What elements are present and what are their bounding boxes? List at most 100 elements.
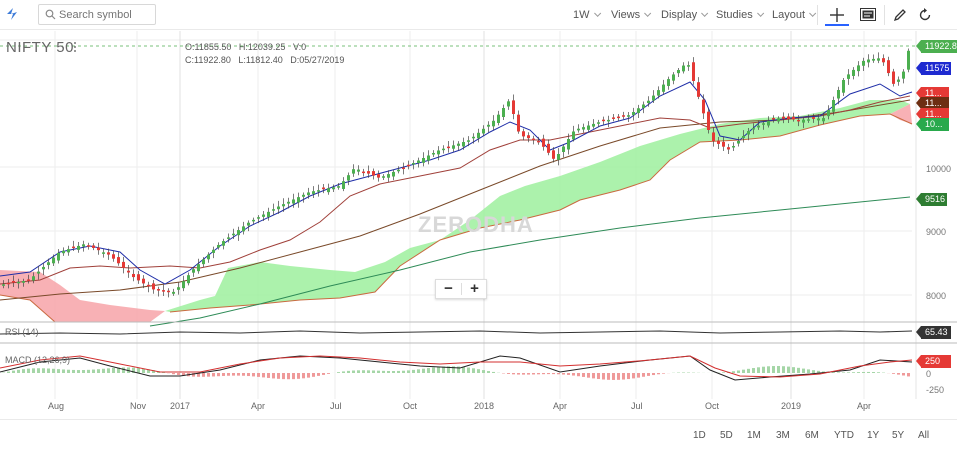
range-6m-button[interactable]: 6M (805, 430, 819, 441)
candle-body (822, 118, 825, 122)
macd-bar (592, 373, 595, 379)
crosshair-button[interactable] (825, 4, 849, 26)
macd-bar (857, 372, 860, 373)
range-1y-button[interactable]: 1Y (867, 430, 880, 441)
ohlc-date: D:05/27/2019 (290, 55, 345, 65)
ichimoku-cloud (0, 100, 913, 323)
range-5y-button[interactable]: 5Y (892, 430, 905, 441)
search-input[interactable] (59, 7, 153, 22)
macd-bar (722, 372, 725, 373)
candle-body (437, 150, 440, 155)
display-menu[interactable]: Display (661, 9, 709, 21)
macd-bar (412, 369, 415, 373)
range-5d-button[interactable]: 5D (720, 430, 733, 441)
candle-body (222, 241, 225, 246)
macd-bar (297, 373, 300, 379)
macd-bar (812, 370, 815, 373)
range-3m-button[interactable]: 3M (776, 430, 790, 441)
macd-bar (437, 366, 440, 373)
candle-body (847, 74, 850, 79)
macd-bar (392, 371, 395, 373)
rsi-panel (0, 321, 957, 344)
price-axis-label: 9000 (926, 227, 947, 237)
candle-body (217, 244, 220, 248)
candle-body (62, 250, 65, 254)
candle-body (227, 237, 230, 239)
candle-body (232, 233, 235, 236)
symbol-search[interactable] (38, 4, 156, 25)
candle-body (782, 116, 785, 119)
candle-body (242, 226, 245, 232)
candle-body (857, 65, 860, 72)
candle-body (132, 273, 135, 278)
range-ytd-button[interactable]: YTD (834, 430, 854, 441)
candle-body (582, 127, 585, 130)
macd-bar (892, 373, 895, 374)
macd-bar (282, 373, 285, 380)
x-axis-label: Jul (330, 401, 342, 411)
candle-body (817, 118, 820, 121)
toolbar-divider (884, 5, 885, 25)
zoom-out-button[interactable]: − (444, 280, 453, 297)
candle-body (352, 169, 355, 174)
macd-bar (657, 373, 660, 375)
x-axis-label: Aug (48, 401, 65, 411)
interval-dropdown[interactable]: 1W (573, 9, 601, 21)
macd-bar (817, 370, 820, 373)
candle-body (267, 211, 270, 217)
layout-menu[interactable]: Layout (772, 9, 817, 21)
x-axis-label: Apr (857, 401, 872, 411)
x-axis-label: Oct (705, 401, 720, 411)
x-axis-label: Apr (251, 401, 266, 411)
macd-bar (507, 373, 510, 374)
candle-body (832, 100, 835, 112)
macd-bar (142, 368, 145, 373)
macd-bar (52, 368, 55, 373)
macd-bar (62, 369, 65, 373)
candle-body (27, 279, 30, 281)
candle-body (887, 60, 890, 74)
candle-body (632, 112, 635, 115)
range-1d-button[interactable]: 1D (693, 430, 706, 441)
macd-bar (202, 373, 205, 377)
candle-body (127, 270, 130, 273)
macd-bar (207, 373, 210, 377)
candle-body (777, 118, 780, 122)
candle-body (602, 119, 605, 122)
macd-bar (347, 370, 350, 373)
reset-button[interactable] (913, 4, 937, 26)
studies-menu[interactable]: Studies (716, 9, 764, 21)
range-all-button[interactable]: All (918, 430, 930, 441)
candle-body (372, 171, 375, 176)
candle-body (487, 124, 490, 127)
candle-body (362, 171, 365, 174)
macd-bar (7, 371, 10, 373)
macd-bar (792, 367, 795, 373)
chart-preview-button[interactable] (856, 4, 880, 26)
macd-bar (262, 373, 265, 378)
ohlc-volume: V:0 (292, 42, 307, 52)
price-chart[interactable]: ZERODHA (0, 31, 957, 419)
candle-body (17, 281, 20, 284)
draw-button[interactable] (888, 4, 912, 26)
candle-body (497, 114, 500, 123)
tenkan-price-tag: 11575 (916, 62, 951, 75)
candle-body (142, 278, 145, 284)
macd-bar (402, 370, 405, 373)
symbol-options-icon[interactable] (74, 42, 78, 54)
zoom-in-button[interactable]: + (470, 280, 479, 297)
candle-body (687, 65, 690, 67)
macd-bar (662, 373, 665, 374)
macd-bar (137, 368, 140, 373)
macd-bar (462, 366, 465, 373)
views-menu[interactable]: Views (611, 9, 652, 21)
macd-bar (12, 370, 15, 373)
macd-bar (337, 372, 340, 373)
toolbar-divider (817, 5, 818, 25)
x-axis-label: Jul (631, 401, 643, 411)
range-1m-button[interactable]: 1M (747, 430, 761, 441)
candle-body (587, 125, 590, 130)
candle-body (407, 164, 410, 167)
macd-bar (787, 366, 790, 373)
candle-body (337, 186, 340, 188)
